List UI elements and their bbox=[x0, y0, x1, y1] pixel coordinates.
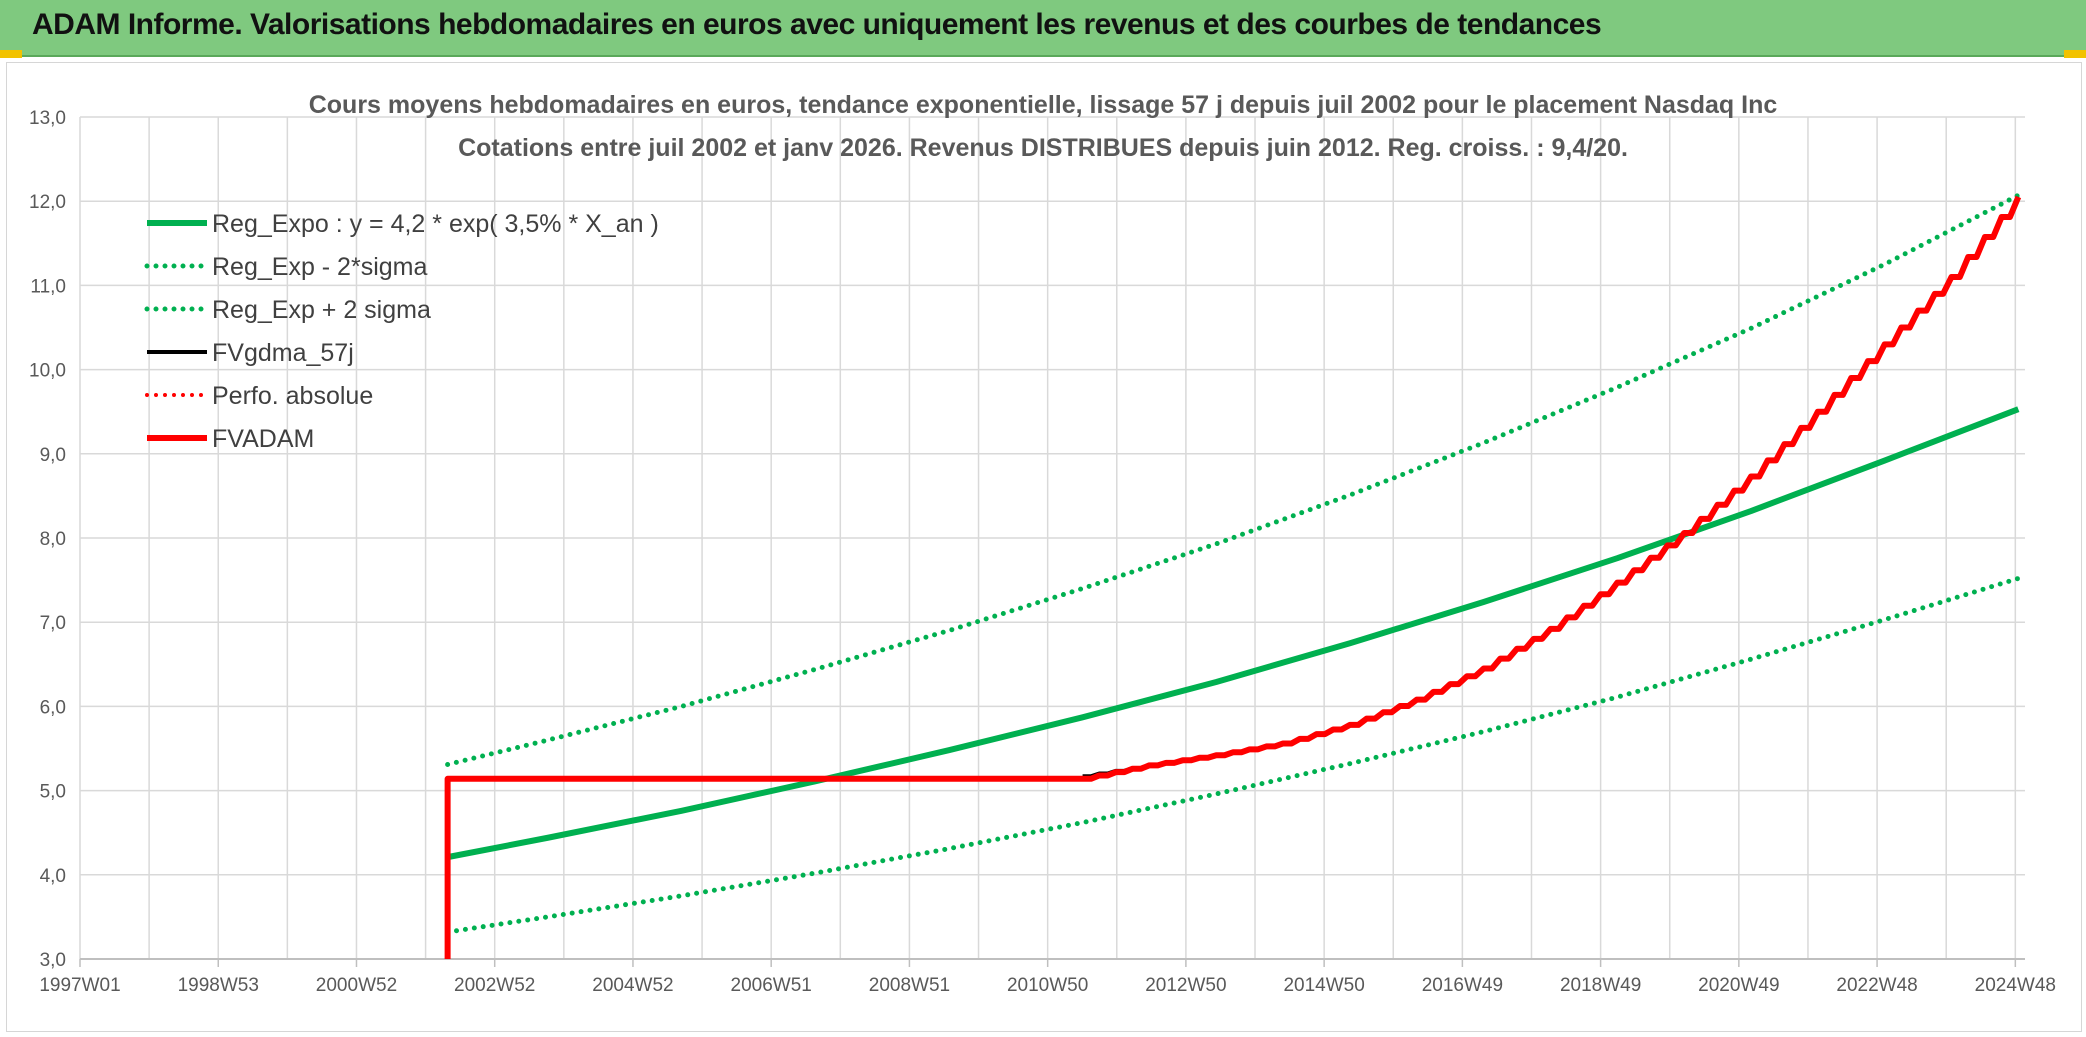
series-lines bbox=[444, 192, 2022, 959]
chart-title-line-1: Cours moyens hebdomadaires en euros, ten… bbox=[309, 91, 1778, 119]
y-tick-label: 4,0 bbox=[40, 866, 66, 887]
title-bar: ADAM Informe. Valorisations hebdomadaire… bbox=[0, 0, 2086, 57]
x-tick-label: 2016W49 bbox=[1422, 975, 1503, 996]
series-line-0 bbox=[447, 406, 2020, 861]
y-tick-label: 7,0 bbox=[40, 613, 66, 634]
legend-label-4: Perfo. absolue bbox=[212, 382, 373, 410]
grid-lines bbox=[79, 116, 2025, 960]
x-tick-label: 2010W50 bbox=[1007, 975, 1088, 996]
y-tick-label: 3,0 bbox=[40, 950, 66, 971]
corner-accent-left bbox=[0, 50, 22, 58]
x-tick-label: 1998W53 bbox=[178, 975, 259, 996]
chart-title-line-2: Cotations entre juil 2002 et janv 2026. … bbox=[458, 134, 1628, 162]
y-tick-label: 10,0 bbox=[29, 361, 66, 382]
legend-label-2: Reg_Exp + 2 sigma bbox=[212, 296, 431, 324]
x-tick-label: 2006W51 bbox=[731, 975, 812, 996]
y-tick-label: 8,0 bbox=[40, 529, 66, 550]
x-tick-label: 2022W48 bbox=[1836, 975, 1917, 996]
series-line-5 bbox=[444, 195, 2022, 959]
chart-svg: 3,0 4,0 5,0 6,0 7,0 8,0 9,0 10,0 11,0 12,0 13,0 199… bbox=[29, 91, 2056, 996]
x-tick-label: 2002W52 bbox=[454, 975, 535, 996]
legend: Reg_Expo : y = 4,2 * exp( 3,5% * X_an ) R… bbox=[144, 210, 659, 453]
x-tick-label: 2014W50 bbox=[1283, 975, 1364, 996]
legend-label-0: Reg_Expo : y = 4,2 * exp( 3,5% * X_an ) bbox=[212, 210, 659, 238]
y-tick-label: 6,0 bbox=[40, 697, 66, 718]
chart-area: 3,0 4,0 5,0 6,0 7,0 8,0 9,0 10,0 11,0 12,0 13,0 199… bbox=[6, 62, 2082, 1032]
x-tick-label: 2004W52 bbox=[592, 975, 673, 996]
series-line-3 bbox=[1082, 196, 2021, 779]
x-tick-label: 2018W49 bbox=[1560, 975, 1641, 996]
x-tick-label: 2020W49 bbox=[1698, 975, 1779, 996]
y-tick-label: 12,0 bbox=[29, 192, 66, 213]
x-tick-label: 2024W48 bbox=[1975, 975, 2056, 996]
y-tick-label: 13,0 bbox=[29, 108, 66, 129]
legend-label-5: FVADAM bbox=[212, 425, 314, 453]
y-tick-label: 5,0 bbox=[40, 782, 66, 803]
legend-label-1: Reg_Exp - 2*sigma bbox=[212, 253, 427, 281]
app-title: ADAM Informe. Valorisations hebdomadaire… bbox=[32, 8, 1602, 41]
axes: 3,0 4,0 5,0 6,0 7,0 8,0 9,0 10,0 11,0 12,0 13,0 199… bbox=[29, 108, 2056, 996]
series-line-2 bbox=[445, 192, 2021, 767]
y-tick-label: 9,0 bbox=[40, 445, 66, 466]
x-tick-label: 2012W50 bbox=[1145, 975, 1226, 996]
x-tick-label: 1997W01 bbox=[39, 975, 120, 996]
x-tick-label: 2000W52 bbox=[316, 975, 397, 996]
legend-label-3: FVgdma_57j bbox=[212, 339, 354, 367]
y-tick-label: 11,0 bbox=[30, 276, 66, 297]
series-line-1 bbox=[445, 575, 2021, 935]
corner-accent-right bbox=[2064, 50, 2086, 58]
x-tick-label: 2008W51 bbox=[869, 975, 950, 996]
